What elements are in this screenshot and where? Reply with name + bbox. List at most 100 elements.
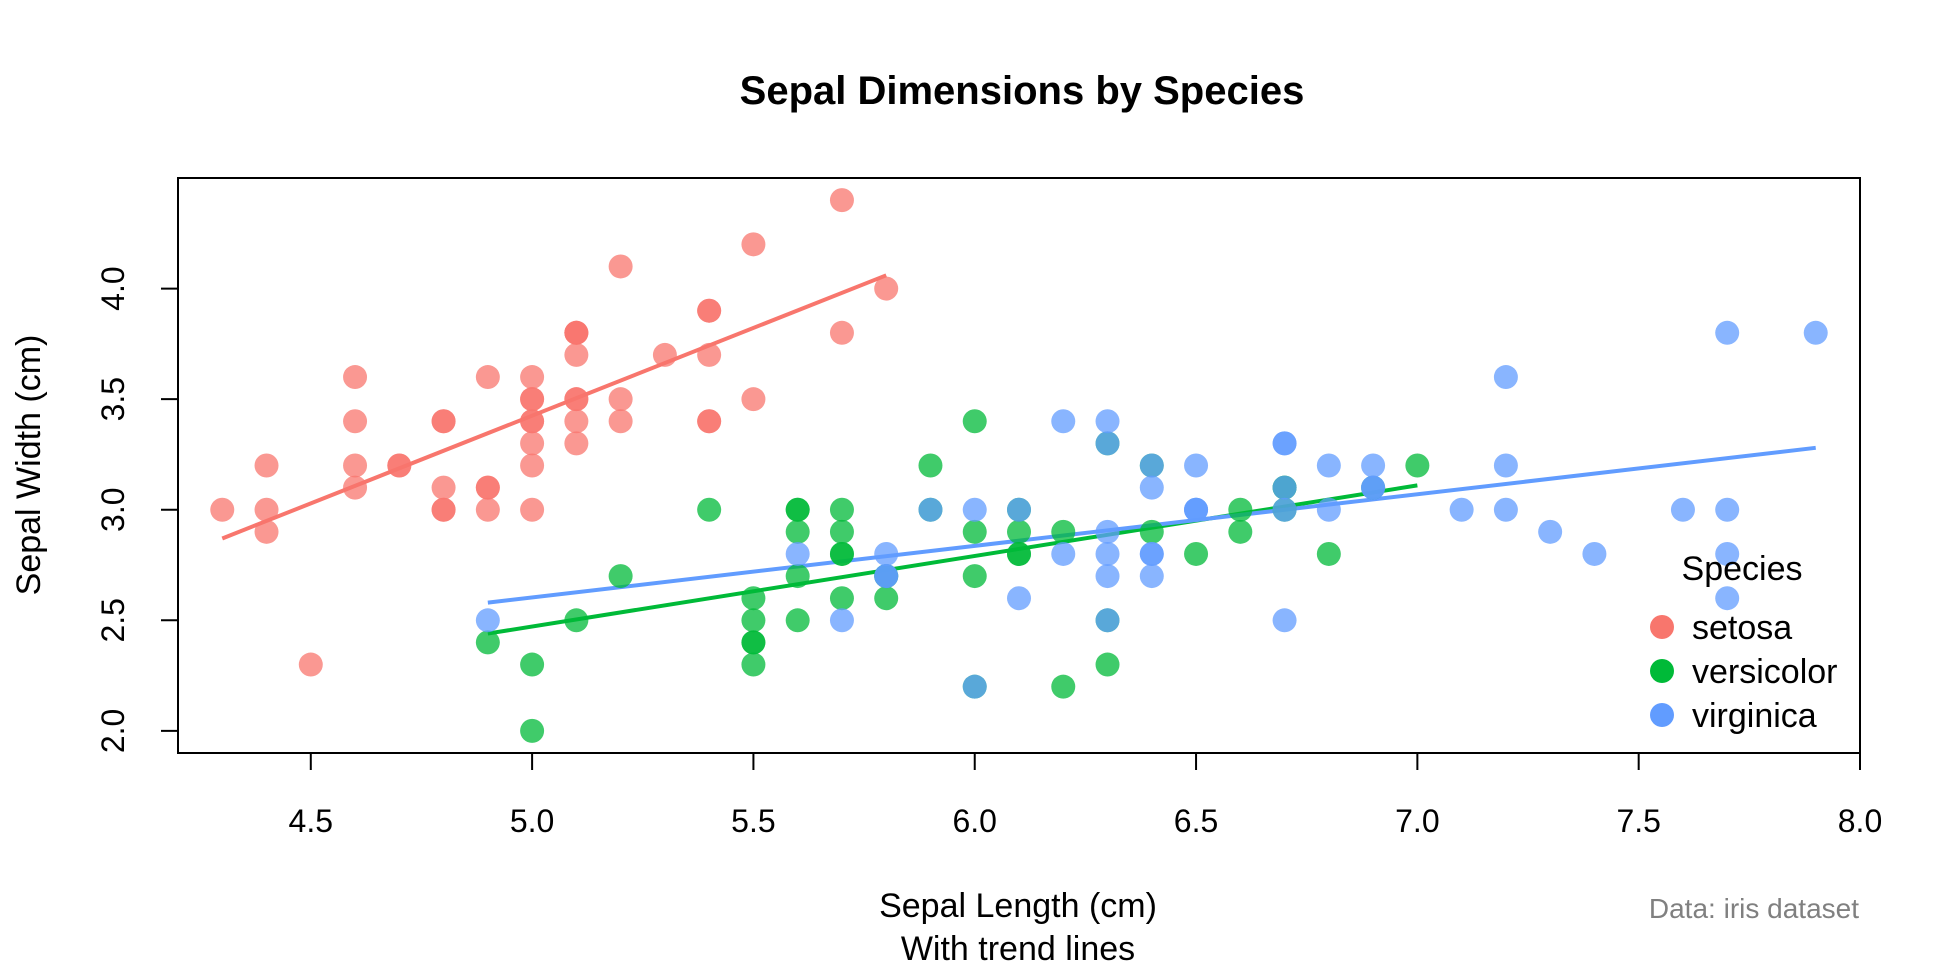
point-virginica xyxy=(1139,475,1164,500)
legend-key-virginica xyxy=(1650,703,1674,727)
legend-key-setosa xyxy=(1650,615,1674,639)
point-versicolor xyxy=(874,586,899,611)
point-virginica xyxy=(1493,453,1518,478)
point-virginica xyxy=(1095,431,1120,456)
point-versicolor xyxy=(1007,541,1031,566)
point-versicolor xyxy=(741,630,766,655)
point-versicolor xyxy=(1316,541,1341,566)
legend-label-virginica: virginica xyxy=(1692,697,1817,735)
point-virginica xyxy=(1184,497,1209,522)
point-setosa xyxy=(741,387,766,412)
point-setosa xyxy=(564,387,589,412)
chart-title: Sepal Dimensions by Species xyxy=(740,69,1305,113)
point-virginica xyxy=(1803,320,1828,345)
point-versicolor xyxy=(829,586,854,611)
point-virginica xyxy=(1007,586,1031,611)
point-setosa xyxy=(254,453,279,478)
x-axis-label: Sepal Length (cm) xyxy=(879,887,1157,925)
point-setosa xyxy=(520,409,545,434)
point-setosa xyxy=(697,409,722,434)
point-versicolor xyxy=(829,519,854,544)
point-virginica xyxy=(1361,475,1386,500)
y-tick-label: 2.5 xyxy=(95,598,131,642)
point-virginica xyxy=(1272,497,1297,522)
y-axis-label: Sepal Width (cm) xyxy=(10,335,48,596)
x-tick-label: 5.0 xyxy=(510,803,554,839)
point-setosa xyxy=(475,497,500,522)
point-versicolor xyxy=(741,652,766,677)
point-virginica xyxy=(1316,453,1341,478)
point-versicolor xyxy=(564,608,589,633)
x-axis-sublabel: With trend lines xyxy=(901,930,1135,968)
point-setosa xyxy=(387,453,412,478)
point-setosa xyxy=(343,475,368,500)
point-versicolor xyxy=(785,497,810,522)
legend-label-versicolor: versicolor xyxy=(1692,653,1837,691)
plot-frame xyxy=(177,177,1861,754)
point-virginica xyxy=(1715,497,1740,522)
point-virginica xyxy=(1095,409,1120,434)
point-setosa xyxy=(520,431,545,456)
point-setosa xyxy=(564,320,589,345)
y-tick-label: 4.0 xyxy=(95,266,131,310)
point-setosa xyxy=(608,387,633,412)
y-tick-label: 3.0 xyxy=(95,487,131,531)
point-setosa xyxy=(874,276,899,301)
point-virginica xyxy=(785,541,810,566)
point-virginica xyxy=(829,608,854,633)
legend: Species setosa versicolor virginica xyxy=(1650,550,1837,735)
x-axis: 4.5 5.0 5.5 6.0 6.5 7.0 7.5 8.0 xyxy=(289,752,1882,839)
point-virginica xyxy=(1493,497,1518,522)
point-virginica xyxy=(1449,497,1474,522)
point-virginica xyxy=(1051,409,1076,434)
legend-key-versicolor xyxy=(1650,659,1674,683)
point-versicolor xyxy=(785,564,810,589)
point-versicolor xyxy=(962,409,987,434)
point-setosa xyxy=(210,497,235,522)
legend-title: Species xyxy=(1682,550,1803,588)
point-virginica xyxy=(1670,497,1695,522)
point-setosa xyxy=(254,519,279,544)
data-source-caption: Data: iris dataset xyxy=(1649,893,1859,924)
data-points xyxy=(210,188,1828,743)
point-virginica xyxy=(1538,519,1563,544)
point-virginica xyxy=(1007,497,1031,522)
point-versicolor xyxy=(1007,519,1031,544)
trend-lines xyxy=(221,273,1816,636)
point-setosa xyxy=(520,387,545,412)
point-virginica xyxy=(1272,431,1297,456)
point-versicolor xyxy=(520,718,545,743)
point-virginica xyxy=(1582,541,1607,566)
legend-label-setosa: setosa xyxy=(1692,609,1792,647)
point-versicolor xyxy=(1139,519,1164,544)
point-setosa xyxy=(608,254,633,279)
point-versicolor xyxy=(1228,497,1253,522)
point-setosa xyxy=(343,365,368,390)
y-tick-label: 3.5 xyxy=(95,377,131,421)
point-versicolor xyxy=(1184,541,1209,566)
point-setosa xyxy=(475,365,500,390)
point-virginica xyxy=(1051,541,1076,566)
point-versicolor xyxy=(1051,674,1076,699)
point-virginica xyxy=(874,541,899,566)
point-versicolor xyxy=(962,564,987,589)
point-setosa xyxy=(697,342,722,367)
x-tick-label: 6.5 xyxy=(1174,803,1218,839)
point-setosa xyxy=(343,409,368,434)
y-tick-label: 2.0 xyxy=(95,709,131,753)
point-versicolor xyxy=(1405,453,1430,478)
point-versicolor xyxy=(1228,519,1253,544)
point-virginica xyxy=(1715,320,1740,345)
point-setosa xyxy=(564,409,589,434)
point-virginica xyxy=(1715,586,1740,611)
point-virginica xyxy=(1184,453,1209,478)
point-versicolor xyxy=(829,497,854,522)
point-setosa xyxy=(254,497,279,522)
point-setosa xyxy=(564,431,589,456)
point-setosa xyxy=(431,409,456,434)
x-tick-label: 7.5 xyxy=(1616,803,1660,839)
point-versicolor xyxy=(608,564,633,589)
point-virginica xyxy=(1715,541,1740,566)
x-tick-label: 6.0 xyxy=(952,803,996,839)
trend-line-setosa xyxy=(221,273,887,541)
